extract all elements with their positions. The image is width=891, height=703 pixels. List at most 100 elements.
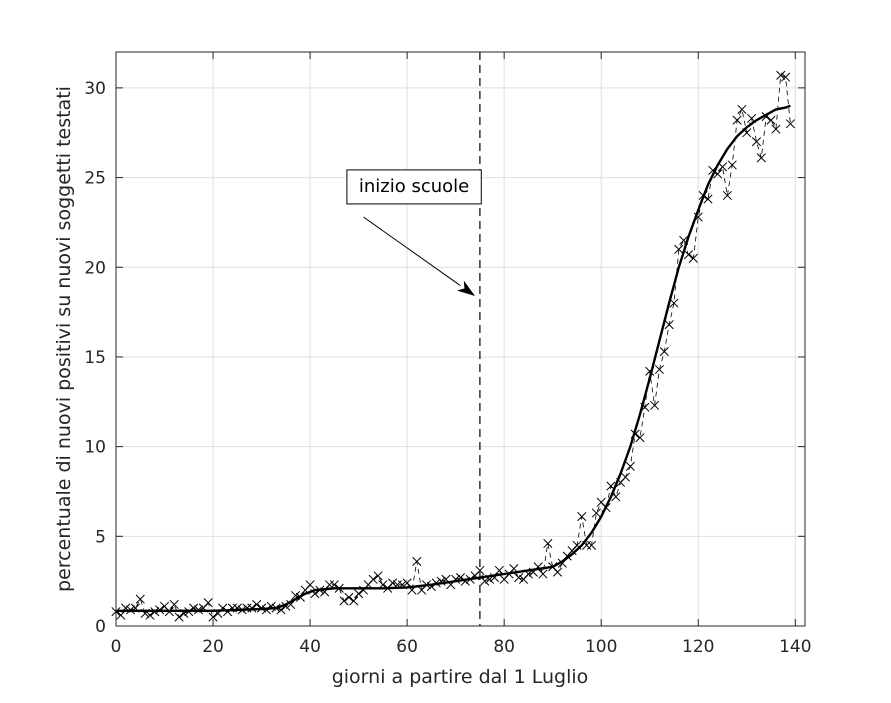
data-point (203, 598, 213, 608)
data-point (281, 601, 291, 611)
x-tick-label: 40 (299, 637, 321, 657)
data-point (169, 599, 179, 610)
data-point (184, 607, 194, 617)
data-point (703, 194, 713, 204)
x-tick-label: 120 (682, 637, 714, 657)
data-point (145, 610, 155, 620)
data-point (252, 599, 262, 610)
annotation-arrow (363, 216, 461, 286)
annotation-box (346, 169, 482, 205)
plot-area (116, 52, 805, 626)
x-tick-label: 80 (493, 637, 515, 657)
data-point (664, 320, 674, 330)
data-point (732, 115, 742, 125)
y-tick-label: 5 (95, 527, 106, 547)
data-point (640, 402, 650, 412)
y-tick-label: 10 (84, 438, 106, 458)
data-point (781, 72, 791, 82)
data-point (116, 610, 126, 620)
annotation-arrowhead (456, 280, 476, 296)
data-point (164, 607, 174, 617)
data-point (645, 366, 655, 376)
data-point (295, 592, 305, 602)
data-point (257, 603, 267, 613)
axis-ticks: 0 20 40 60 80 100 120 140 0 5 10 15 20 25 30 (84, 52, 812, 657)
data-point (140, 608, 150, 618)
x-tick-label: 0 (111, 637, 122, 657)
data-point (193, 605, 204, 615)
data-point (742, 128, 752, 138)
x-tick-label: 100 (585, 637, 617, 657)
data-point (324, 580, 335, 590)
data-point (717, 162, 728, 172)
data-point (305, 580, 315, 590)
data-point (776, 70, 786, 80)
data-point (126, 605, 136, 615)
data-point (543, 538, 553, 549)
data-point (659, 347, 669, 357)
data-point (722, 190, 732, 201)
data-point (179, 608, 189, 618)
data-point (785, 119, 795, 129)
data-point (155, 605, 165, 615)
data-point (271, 603, 281, 613)
data-point (130, 603, 140, 613)
data-point (727, 160, 737, 170)
data-point (174, 612, 184, 622)
data-point (436, 576, 446, 586)
data-point (766, 115, 776, 125)
data-point (189, 603, 199, 613)
data-point (218, 603, 228, 613)
data-point (751, 137, 762, 147)
data-point (344, 592, 354, 602)
data-point (286, 599, 296, 610)
y-tick-label: 30 (84, 79, 106, 99)
data-point (756, 153, 766, 163)
x-tick-label: 60 (396, 637, 418, 657)
data-point (261, 605, 271, 615)
data-point (698, 190, 708, 201)
data-point (227, 603, 238, 613)
data-point (494, 565, 504, 575)
data-point (509, 564, 519, 574)
data-point (412, 556, 422, 566)
data-point (392, 580, 402, 590)
data-point (654, 364, 664, 375)
y-tick-label: 15 (84, 348, 106, 368)
data-point (232, 603, 242, 613)
data-point (465, 574, 475, 584)
data-point (310, 589, 320, 599)
data-point (354, 589, 364, 599)
data-point (620, 472, 631, 482)
data-point (586, 540, 597, 550)
plot-border (115, 51, 806, 627)
data-point (373, 571, 383, 581)
data-point (290, 590, 301, 601)
data-point (591, 508, 601, 518)
data-point (349, 596, 359, 606)
data-point (523, 569, 533, 579)
data-point (679, 235, 689, 245)
data-point (150, 607, 160, 617)
data-point (572, 540, 582, 550)
data-point (538, 569, 548, 579)
data-point (611, 492, 621, 502)
data-point (339, 596, 349, 606)
data-point (557, 558, 567, 568)
data-point (708, 165, 718, 175)
data-point (737, 104, 747, 114)
data-point (397, 580, 407, 590)
data-point (552, 567, 563, 577)
data-point (514, 573, 524, 583)
data-point (674, 244, 684, 254)
data-point (669, 298, 679, 308)
data-point (266, 601, 276, 611)
data-point (242, 603, 252, 613)
data-point (747, 113, 757, 123)
data-point (451, 574, 461, 584)
annotation: inizio scuole (346, 52, 482, 626)
data-point (713, 169, 723, 179)
data-point (320, 587, 330, 597)
data-point (247, 603, 257, 613)
